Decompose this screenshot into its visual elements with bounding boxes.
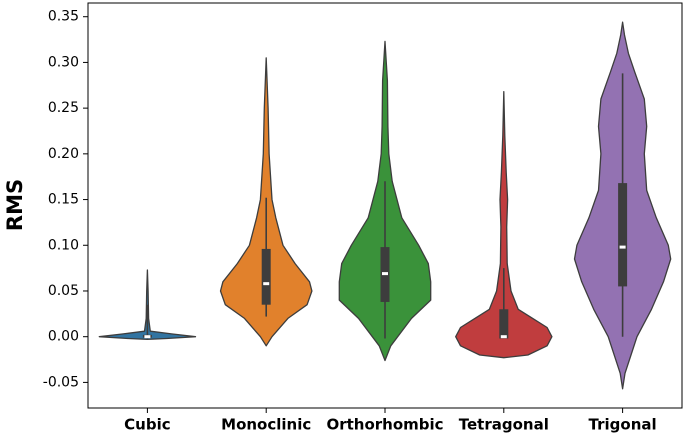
box bbox=[499, 309, 509, 339]
plot-frame bbox=[87, 2, 683, 409]
violin bbox=[455, 91, 553, 359]
x-tick-label: Orthorhombic bbox=[326, 416, 443, 434]
y-tick-label: 0.15 bbox=[48, 192, 79, 208]
median bbox=[382, 272, 388, 276]
y-axis-label: RMS bbox=[3, 179, 27, 231]
x-tick-label: Trigonal bbox=[589, 416, 657, 434]
x-tick-label: Monoclinic bbox=[221, 416, 311, 434]
x-tick-label: Cubic bbox=[124, 416, 170, 434]
y-tick-label: 0.00 bbox=[48, 329, 79, 345]
median bbox=[619, 245, 626, 249]
median bbox=[263, 282, 270, 286]
y-tick-label: 0.10 bbox=[48, 237, 79, 253]
y-tick-label: 0.25 bbox=[48, 100, 79, 116]
median bbox=[144, 335, 151, 339]
y-tick-label: 0.30 bbox=[48, 54, 79, 70]
median bbox=[500, 335, 507, 339]
x-tick-label: Tetragonal bbox=[459, 416, 549, 434]
box bbox=[618, 183, 628, 287]
y-tick-label: 0.20 bbox=[48, 146, 79, 162]
y-tick-label: -0.05 bbox=[43, 374, 79, 390]
y-tick-label: 0.35 bbox=[48, 9, 79, 25]
box bbox=[261, 248, 271, 305]
y-tick-label: 0.05 bbox=[48, 283, 79, 299]
